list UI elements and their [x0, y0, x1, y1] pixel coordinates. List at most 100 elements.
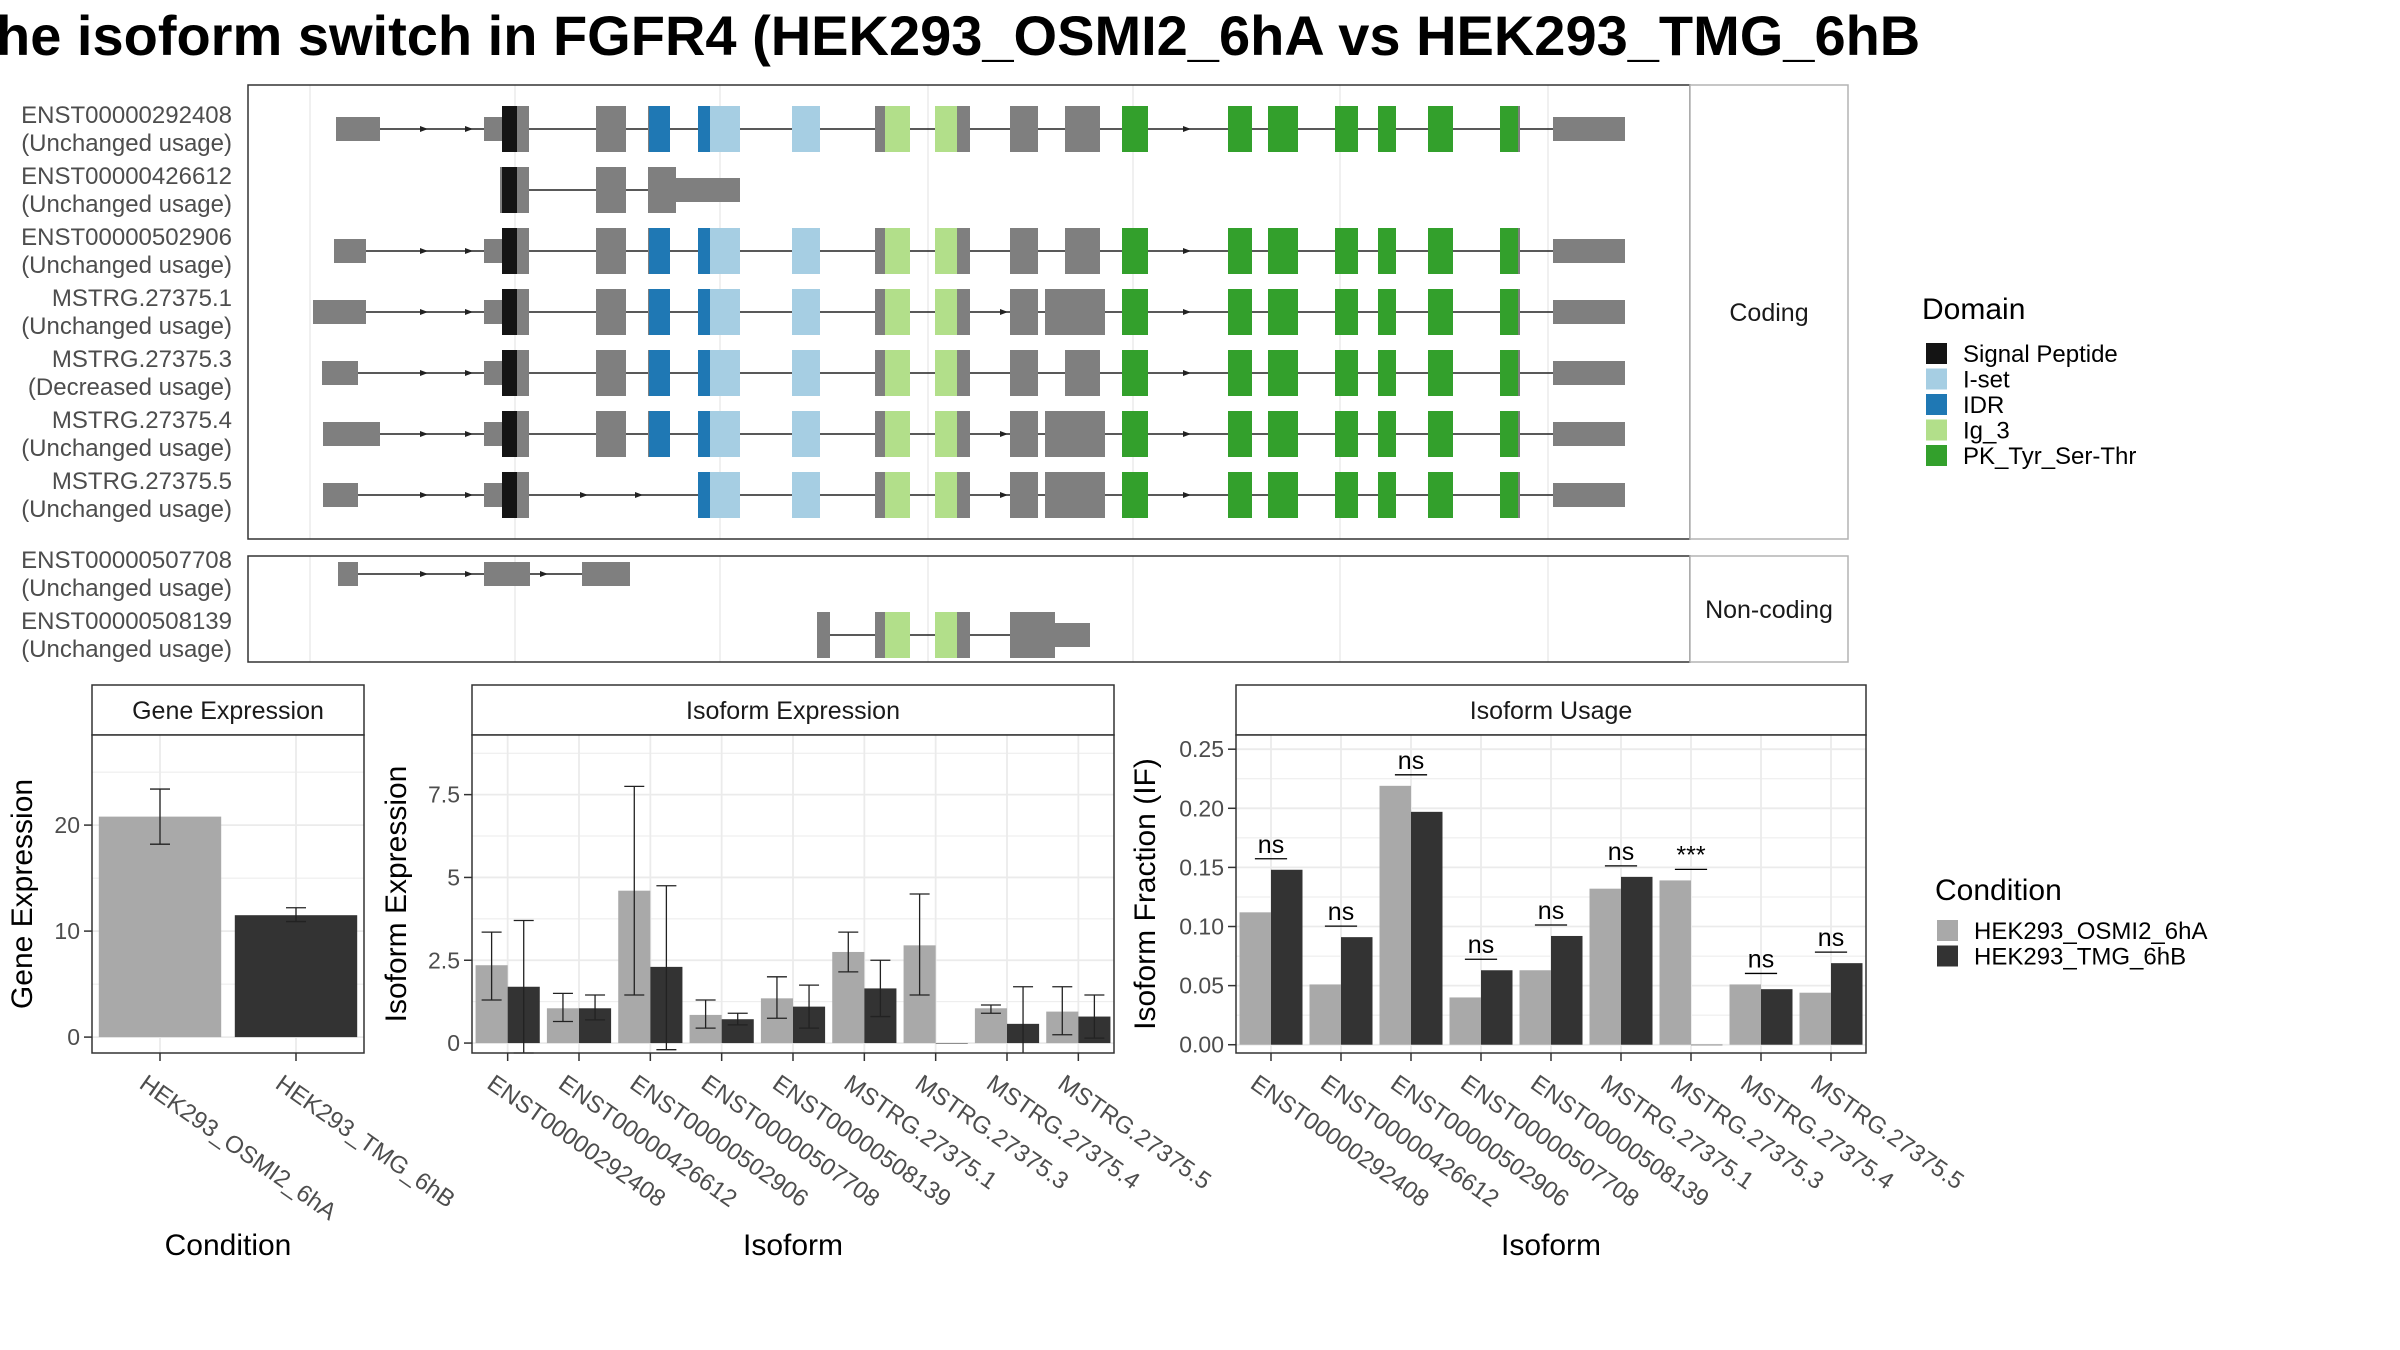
- domain-block: [1122, 411, 1148, 457]
- isoform-usage-panel: Isoform Usage 0.00 0.05 0.10 0.15 0.20 0.25 ns n…: [1129, 684, 1969, 1262]
- transcript-id-label: ENST00000508139: [21, 608, 232, 635]
- utr-exon: [484, 422, 502, 446]
- domain-block: [649, 106, 670, 152]
- transcript-track: [336, 106, 1625, 152]
- coding-exon: [1010, 472, 1038, 518]
- y-tick-label: 0: [447, 1030, 460, 1056]
- utr-exon: [1553, 422, 1578, 446]
- coding-exon: [875, 289, 885, 335]
- strip-box: [1689, 84, 1849, 540]
- transcript-usage-label: (Unchanged usage): [21, 496, 232, 523]
- utr-exon: [313, 300, 366, 324]
- coding-exon: [1065, 228, 1100, 274]
- domain-block: [1428, 411, 1453, 457]
- transcript-id-label: ENST00000426612: [21, 163, 232, 190]
- bar: [1621, 876, 1653, 1045]
- domain-block: [710, 411, 740, 457]
- significance-label: ns: [1748, 945, 1774, 973]
- domain-block: [1428, 106, 1453, 152]
- y-tick-label: 10: [54, 918, 80, 944]
- y-tick-label: 2.5: [428, 947, 460, 973]
- domain-block: [885, 472, 910, 518]
- bar: [1831, 963, 1863, 1045]
- transcript-usage-label: (Unchanged usage): [21, 252, 232, 279]
- utr-exon: [1578, 483, 1625, 507]
- bar: [1519, 970, 1551, 1045]
- domain-block: [885, 289, 910, 335]
- bar: [98, 816, 222, 1038]
- domain-block: [1500, 106, 1518, 152]
- coding-exon: [1045, 289, 1105, 335]
- bar: [1309, 984, 1341, 1045]
- domain-block: [1335, 411, 1358, 457]
- transcript-track: [334, 228, 1625, 274]
- domain-legend: Domain Signal PeptideI-setIDRIg_3PK_Tyr_S…: [1922, 293, 2136, 470]
- y-tick-label: 0.05: [1179, 973, 1224, 999]
- domain-block: [698, 350, 710, 396]
- utr-exon: [323, 483, 358, 507]
- bar: [1271, 869, 1303, 1045]
- x-axis-title: Isoform: [743, 1229, 843, 1262]
- domain-block: [1500, 472, 1518, 518]
- domain-block: [1122, 106, 1148, 152]
- bar: [935, 1043, 968, 1044]
- domain-block: [502, 411, 517, 457]
- domain-block: [1122, 472, 1148, 518]
- y-tick-label: 0: [67, 1024, 80, 1050]
- domain-block: [1500, 411, 1518, 457]
- bar: [974, 1008, 1007, 1044]
- coding-exon: [1010, 612, 1055, 658]
- coding-exon: [1010, 289, 1038, 335]
- x-axis-title: Isoform: [1501, 1229, 1601, 1262]
- y-axis-title: Isoform Fraction (IF): [1129, 758, 1162, 1030]
- domain-block: [698, 106, 710, 152]
- domain-block: [649, 228, 670, 274]
- domain-block: [1428, 228, 1453, 274]
- domain-block: [1428, 350, 1453, 396]
- utr-exon: [1055, 623, 1090, 647]
- bar: [1691, 1044, 1723, 1046]
- coding-exon: [875, 612, 885, 658]
- transcript-id-label: MSTRG.27375.3: [52, 346, 232, 373]
- strand-arrow: [465, 492, 473, 498]
- domain-block: [792, 411, 820, 457]
- domain-block: [885, 350, 910, 396]
- bar: [1341, 937, 1373, 1045]
- domain-block: [1268, 472, 1298, 518]
- legend-label: IDR: [1963, 392, 2004, 419]
- strand-arrow: [1183, 492, 1191, 498]
- bar: [1659, 880, 1691, 1045]
- transcript-track: [313, 289, 1625, 335]
- utr-exon: [484, 361, 502, 385]
- domain-block: [502, 289, 517, 335]
- domain-block: [885, 612, 910, 658]
- domain-block: [1122, 350, 1148, 396]
- domain-block: [1335, 289, 1358, 335]
- significance-label: ns: [1468, 931, 1494, 959]
- domain-block: [502, 167, 517, 213]
- domain-block: [935, 612, 957, 658]
- domain-block: [710, 472, 740, 518]
- coding-exon: [1010, 350, 1038, 396]
- coding-exon: [596, 289, 626, 335]
- domain-block: [1228, 411, 1252, 457]
- coding-exon: [648, 167, 676, 213]
- utr-exon: [1553, 361, 1578, 385]
- coding-exon: [1010, 411, 1038, 457]
- utr-exon: [1553, 239, 1578, 263]
- isoform-expression-panel: Isoform Expression02.557.5ENST0000029240…: [380, 684, 1216, 1262]
- utr-exon: [1578, 422, 1625, 446]
- panel-title: Gene Expression: [132, 697, 324, 725]
- domain-block: [935, 106, 957, 152]
- significance-label: ns: [1608, 838, 1634, 866]
- utr-exon: [1553, 117, 1578, 141]
- domain-block: [792, 289, 820, 335]
- transcript-usage-label: (Unchanged usage): [21, 313, 232, 340]
- legend-label: I-set: [1963, 367, 2010, 394]
- strip-box: [1689, 555, 1849, 663]
- utr-exon: [1578, 300, 1625, 324]
- domain-block: [1228, 228, 1252, 274]
- coding-exon: [1045, 472, 1105, 518]
